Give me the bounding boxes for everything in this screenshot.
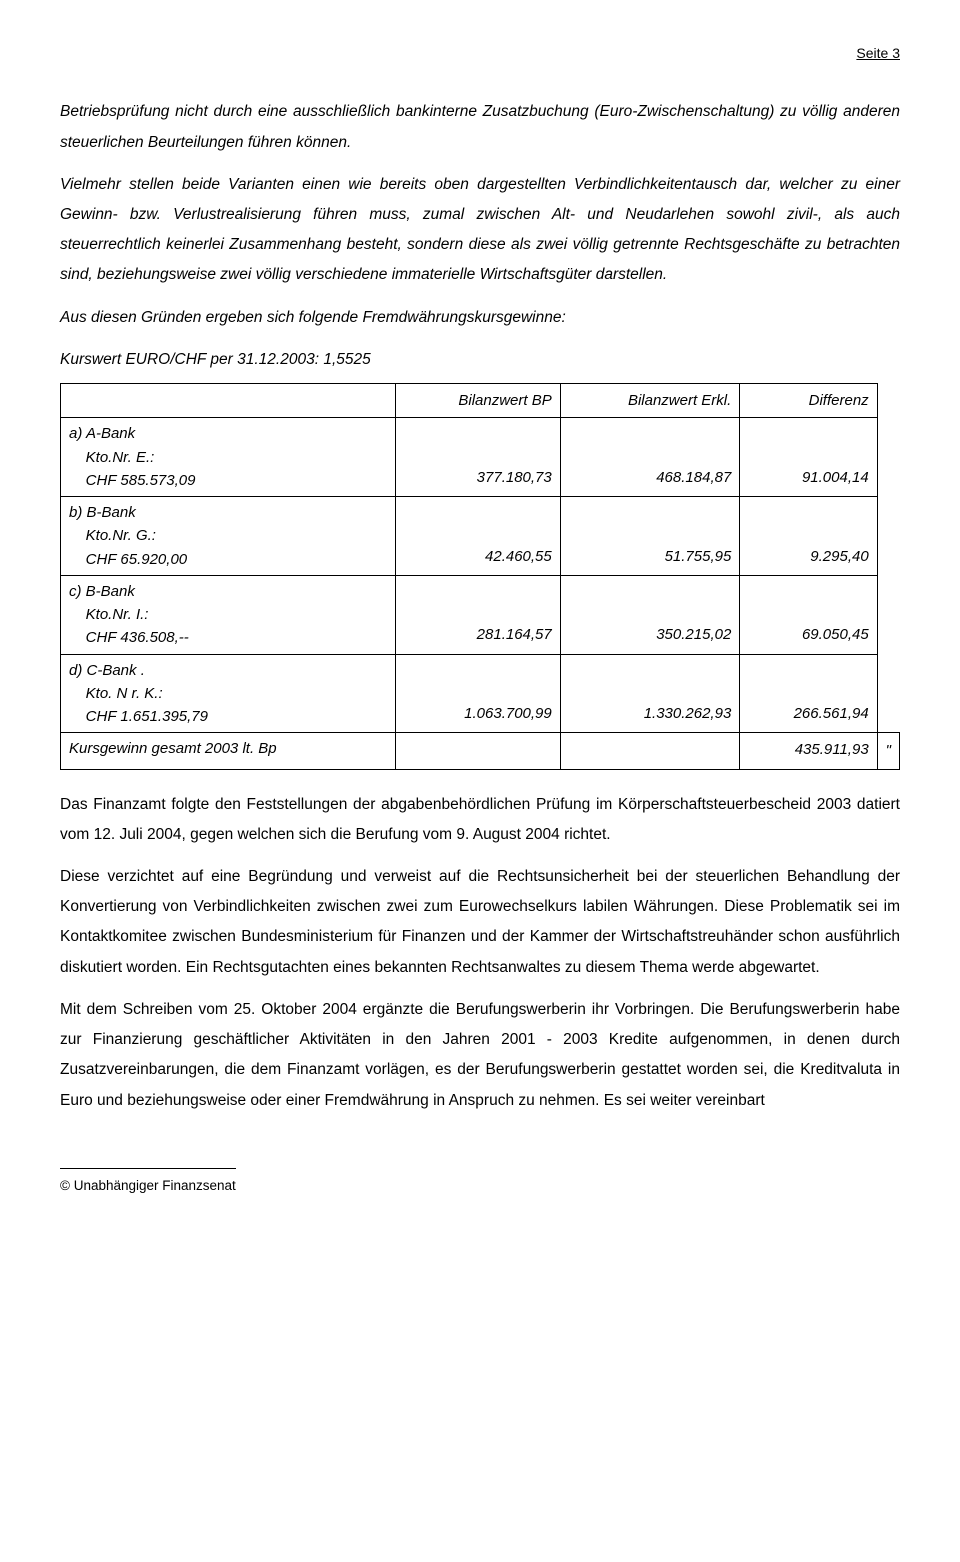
row-desc: a) A-Bank Kto.Nr. E.: CHF 585.573,09 xyxy=(61,418,396,497)
table-header-row: Bilanzwert BP Bilanzwert Erkl. Differenz xyxy=(61,384,900,418)
total-empty xyxy=(560,733,740,769)
row-erkl: 1.330.262,93 xyxy=(560,654,740,733)
row-diff: 69.050,45 xyxy=(740,575,877,654)
row-diff: 266.561,94 xyxy=(740,654,877,733)
total-empty xyxy=(396,733,561,769)
row-desc: d) C-Bank . Kto. N r. K.: CHF 1.651.395,… xyxy=(61,654,396,733)
row-desc: c) B-Bank Kto.Nr. I.: CHF 436.508,-- xyxy=(61,575,396,654)
row-label-a: b) B-Bank xyxy=(69,504,136,521)
row-erkl: 350.215,02 xyxy=(560,575,740,654)
row-erkl: 468.184,87 xyxy=(560,418,740,497)
row-bp: 42.460,55 xyxy=(396,497,561,576)
header-bp: Bilanzwert BP xyxy=(396,384,561,418)
kursgewinn-table: Bilanzwert BP Bilanzwert Erkl. Differenz… xyxy=(60,383,900,770)
paragraph-1: Betriebsprüfung nicht durch eine ausschl… xyxy=(60,97,900,157)
row-label-b: Kto. N r. K.: xyxy=(86,685,163,702)
row-bp: 1.063.700,99 xyxy=(396,654,561,733)
footer: © Unabhängiger Finanzsenat xyxy=(60,1168,236,1199)
table-row: b) B-Bank Kto.Nr. G.: CHF 65.920,00 42.4… xyxy=(61,497,900,576)
row-label-a: c) B-Bank xyxy=(69,583,135,600)
total-label: Kursgewinn gesamt 2003 lt. Bp xyxy=(61,733,396,769)
table-row: d) C-Bank . Kto. N r. K.: CHF 1.651.395,… xyxy=(61,654,900,733)
row-desc: b) B-Bank Kto.Nr. G.: CHF 65.920,00 xyxy=(61,497,396,576)
paragraph-4: Das Finanzamt folgte den Feststellungen … xyxy=(60,790,900,850)
paragraph-5: Diese verzichtet auf eine Begründung und… xyxy=(60,862,900,983)
total-value: 435.911,93 xyxy=(740,733,877,769)
kurswert-line: Kurswert EURO/CHF per 31.12.2003: 1,5525 xyxy=(60,345,900,375)
table-row: c) B-Bank Kto.Nr. I.: CHF 436.508,-- 281… xyxy=(61,575,900,654)
row-diff: 9.295,40 xyxy=(740,497,877,576)
row-erkl: 51.755,95 xyxy=(560,497,740,576)
header-diff: Differenz xyxy=(740,384,877,418)
row-label-c: CHF 1.651.395,79 xyxy=(86,708,208,725)
row-label-a: d) C-Bank . xyxy=(69,662,145,679)
total-mark: " xyxy=(877,733,899,769)
header-empty xyxy=(61,384,396,418)
row-label-b: Kto.Nr. G.: xyxy=(86,527,156,544)
row-label-b: Kto.Nr. I.: xyxy=(86,606,149,623)
table-row: a) A-Bank Kto.Nr. E.: CHF 585.573,09 377… xyxy=(61,418,900,497)
row-label-c: CHF 436.508,-- xyxy=(86,629,189,646)
paragraph-6: Mit dem Schreiben vom 25. Oktober 2004 e… xyxy=(60,995,900,1116)
row-bp: 377.180,73 xyxy=(396,418,561,497)
header-erkl: Bilanzwert Erkl. xyxy=(560,384,740,418)
table-total-row: Kursgewinn gesamt 2003 lt. Bp 435.911,93… xyxy=(61,733,900,769)
paragraph-3: Aus diesen Gründen ergeben sich folgende… xyxy=(60,303,900,333)
row-label-b: Kto.Nr. E.: xyxy=(86,449,155,466)
row-bp: 281.164,57 xyxy=(396,575,561,654)
paragraph-2: Vielmehr stellen beide Varianten einen w… xyxy=(60,170,900,291)
row-label-c: CHF 585.573,09 xyxy=(86,472,196,489)
row-diff: 91.004,14 xyxy=(740,418,877,497)
page-number: Seite 3 xyxy=(60,40,900,67)
row-label-a: a) A-Bank xyxy=(69,425,135,442)
row-label-c: CHF 65.920,00 xyxy=(86,551,187,568)
